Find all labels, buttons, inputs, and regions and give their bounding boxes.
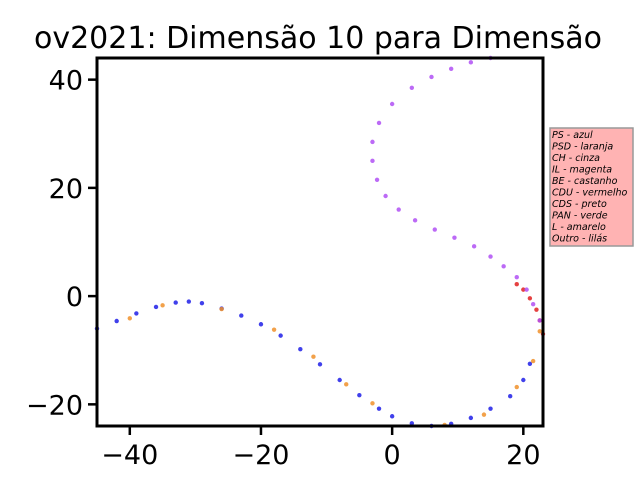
data-point-psd: [127, 316, 132, 321]
data-point-psd: [344, 382, 349, 387]
data-point-psd: [219, 306, 224, 312]
data-point-ps: [317, 362, 323, 367]
data-point-outro: [429, 74, 434, 80]
data-point-ps: [278, 333, 283, 338]
data-point-outro: [376, 120, 382, 126]
data-point-outro: [389, 101, 395, 107]
data-point-cdu: [534, 307, 539, 312]
x-tick-label: 20: [506, 440, 540, 471]
x-tick-label: −20: [232, 440, 289, 471]
chart-title: ov2021: Dimensão 10 para Dimensão: [34, 21, 602, 56]
data-point-ps: [376, 406, 382, 411]
y-tick-label: −20: [26, 390, 83, 421]
x-tick-label: −40: [101, 440, 158, 471]
data-point-psd: [160, 303, 165, 308]
data-point-outro: [370, 139, 375, 145]
y-tick-label: 40: [49, 66, 83, 97]
legend-box: [549, 127, 634, 247]
data-point-ps: [298, 346, 303, 352]
legend-entry: PAN - verde: [552, 211, 608, 222]
data-point-psd: [311, 354, 316, 359]
data-point-ps: [527, 361, 533, 366]
points-layer: [94, 55, 546, 429]
data-point-outro: [432, 227, 437, 232]
ticks-layer: −40 −20 0 20 −20 0 20 40: [26, 66, 540, 471]
data-point-ps: [173, 300, 178, 305]
data-point-ps: [508, 394, 513, 399]
data-point-ps: [239, 313, 244, 318]
data-point-ps: [114, 318, 119, 324]
data-point-outro: [501, 264, 506, 269]
data-point-ps: [357, 392, 362, 398]
plot-title: ov2021: Dimensão 10 para Dimensão: [34, 21, 602, 56]
data-point-outro: [452, 235, 457, 240]
data-point-ps: [521, 377, 526, 383]
data-point-cdu: [527, 296, 533, 301]
data-point-outro: [383, 193, 388, 199]
data-point-outro: [374, 177, 380, 182]
data-point-outro: [524, 287, 529, 292]
axes-frame: [95, 56, 545, 428]
data-point-outro: [537, 318, 542, 323]
data-point-cdu: [521, 287, 526, 292]
legend-entry: L - amarelo: [552, 222, 606, 233]
data-point-ps: [186, 299, 192, 304]
data-point-ps: [389, 414, 395, 419]
data-point-ps: [153, 304, 159, 310]
data-point-outro: [488, 254, 493, 259]
data-point-ps: [337, 377, 342, 383]
legend-entry: PS - azul: [552, 130, 593, 141]
data-point-psd: [537, 329, 542, 334]
data-point-cdu: [514, 282, 519, 287]
legend-entry: CDS - preto: [552, 199, 607, 210]
data-point-psd: [481, 412, 487, 417]
data-point-outro: [412, 218, 418, 223]
data-point-outro: [396, 207, 401, 212]
y-tick-label: 20: [49, 174, 83, 205]
data-point-outro: [409, 85, 415, 90]
data-point-outro: [370, 158, 375, 164]
data-point-ps: [199, 300, 205, 306]
data-point-psd: [271, 327, 277, 332]
data-point-ps: [258, 322, 264, 327]
legend-entry: BE - castanho: [552, 176, 618, 187]
legend-entry: PSD - laranja: [552, 142, 613, 153]
data-point-psd: [530, 358, 536, 364]
data-point-ps: [468, 415, 474, 421]
legend-entry: IL - magenta: [552, 165, 612, 176]
data-point-outro: [471, 244, 477, 249]
data-point-outro: [530, 302, 536, 307]
data-point-ps: [409, 421, 415, 426]
data-point-psd: [370, 401, 375, 406]
data-point-outro: [448, 66, 454, 72]
data-point-psd: [514, 384, 519, 390]
x-tick-label: 0: [384, 440, 401, 471]
data-point-outro: [514, 274, 519, 280]
legend-entry: CH - cinza: [552, 153, 600, 164]
legend-entry: CDU - vermelho: [552, 188, 628, 199]
data-point-ps: [134, 311, 139, 316]
y-tick-label: 0: [66, 282, 83, 313]
legend-entry: Outro - lilás: [552, 234, 607, 245]
data-point-ps: [488, 406, 493, 411]
data-point-outro: [468, 60, 474, 65]
